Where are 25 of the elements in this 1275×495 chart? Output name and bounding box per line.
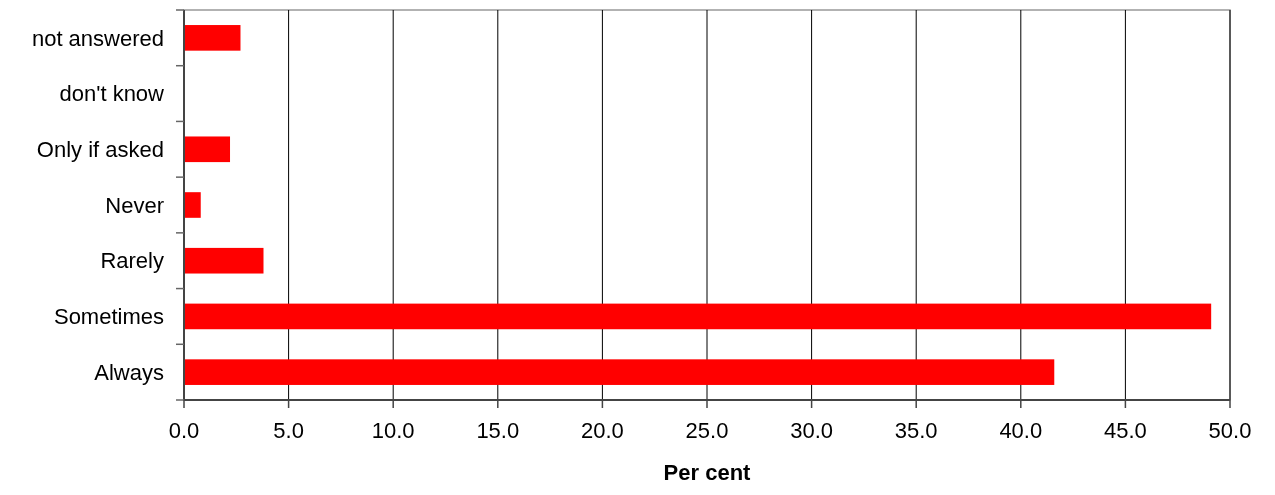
x-tick-label: 40.0	[999, 418, 1043, 443]
y-tick-label: Only if asked	[36, 136, 164, 162]
y-tick-label: not answered	[31, 25, 164, 51]
x-tick-label: 30.0	[790, 418, 834, 443]
x-tick-label: 15.0	[476, 418, 520, 443]
bar	[184, 303, 1212, 330]
x-tick-label: 50.0	[1208, 418, 1252, 443]
x-tick-label: 5.0	[273, 418, 304, 443]
y-tick-label: Rarely	[100, 248, 164, 274]
y-tick-label: don't know	[59, 81, 165, 107]
y-tick-label: Never	[105, 192, 164, 218]
x-tick-label: 0.0	[168, 418, 200, 443]
y-tick-label: Always	[94, 359, 164, 385]
x-tick-label: 45.0	[1103, 418, 1147, 443]
bar	[184, 25, 241, 51]
bar	[184, 192, 201, 218]
x-tick-label: 35.0	[894, 418, 938, 443]
x-tick-label: 20.0	[580, 418, 624, 443]
x-axis-title: Per cent	[663, 460, 752, 485]
x-tick-label: 10.0	[371, 418, 415, 443]
bar	[184, 247, 264, 274]
y-tick-label: Sometimes	[53, 304, 164, 330]
x-tick-label: 25.0	[685, 418, 729, 443]
bar	[184, 359, 1055, 385]
bar	[184, 136, 231, 163]
